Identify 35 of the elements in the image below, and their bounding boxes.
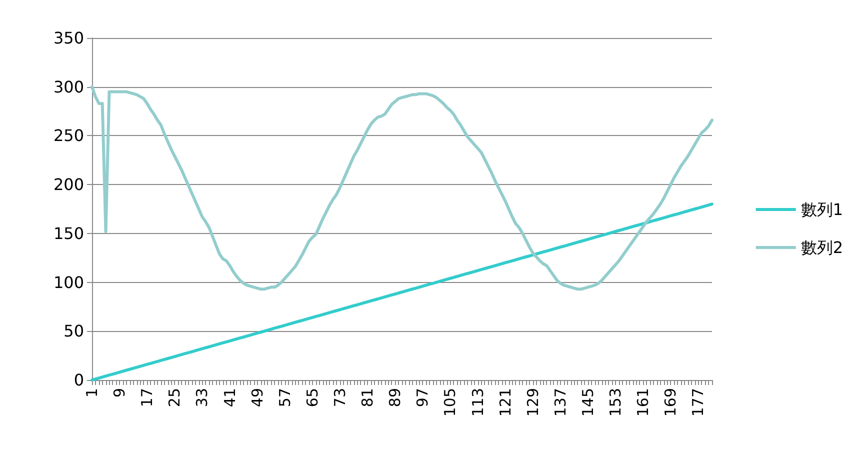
x-tick-label: 97 bbox=[414, 388, 432, 408]
x-tick-label: 153 bbox=[606, 388, 625, 417]
legend-label: 數列1 bbox=[800, 200, 844, 219]
y-tick-label: 250 bbox=[53, 126, 84, 146]
x-tick-label: 161 bbox=[634, 388, 652, 417]
x-tick-label: 121 bbox=[496, 388, 514, 417]
x-tick-label: 105 bbox=[441, 388, 460, 417]
x-tick-label: 129 bbox=[524, 388, 542, 417]
x-tick-label: 25 bbox=[166, 388, 184, 408]
x-tick-label: 41 bbox=[220, 388, 239, 408]
line-series bbox=[90, 85, 714, 291]
x-tick-label: 57 bbox=[276, 388, 294, 408]
y-tick-label: 150 bbox=[53, 224, 84, 243]
x-tick-label: 33 bbox=[193, 388, 212, 408]
x-tick-label: 137 bbox=[551, 388, 570, 417]
x-tick-label: 145 bbox=[579, 388, 597, 417]
x-tick-label: 17 bbox=[138, 388, 156, 408]
x-tick-label: 73 bbox=[331, 388, 349, 408]
x-tick-label: 81 bbox=[358, 388, 377, 408]
line-series bbox=[90, 202, 714, 382]
y-tick-label: 0 bbox=[74, 370, 84, 390]
x-tick-label: 65 bbox=[303, 388, 322, 408]
legend-label: 數列2 bbox=[800, 238, 844, 257]
x-tick-label: 49 bbox=[248, 388, 266, 408]
y-tick-label: 300 bbox=[53, 77, 84, 96]
y-tick-label: 50 bbox=[64, 322, 84, 341]
x-tick-label: 9 bbox=[110, 388, 129, 398]
y-tick-label: 350 bbox=[53, 28, 84, 48]
x-tick-label: 169 bbox=[662, 388, 680, 417]
x-tick-label: 177 bbox=[689, 388, 708, 417]
y-tick-label: 200 bbox=[53, 175, 84, 194]
x-tick-label: 89 bbox=[386, 388, 404, 408]
x-tick-label: 1 bbox=[83, 388, 101, 398]
y-tick-label: 100 bbox=[53, 272, 84, 292]
x-tick-label: 113 bbox=[468, 388, 487, 417]
